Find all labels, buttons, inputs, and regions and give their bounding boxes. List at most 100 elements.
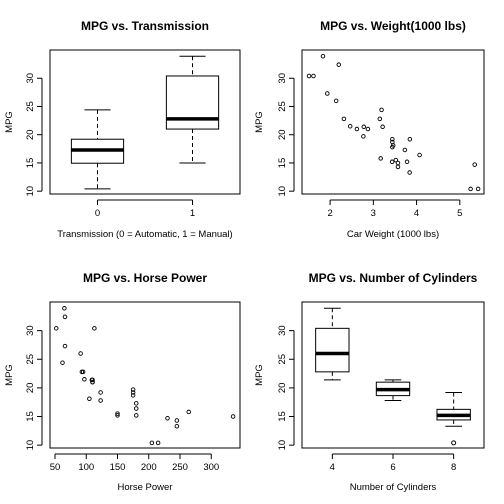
chart-title: MPG vs. Transmission bbox=[81, 19, 209, 33]
data-point bbox=[390, 144, 395, 150]
data-point bbox=[468, 186, 473, 192]
x-axis-label: Car Weight (1000 lbs) bbox=[347, 229, 439, 240]
data-point bbox=[60, 360, 65, 365]
y-tick-label: 25 bbox=[277, 354, 288, 365]
x-tick-label: 250 bbox=[172, 462, 188, 473]
data-point bbox=[377, 116, 383, 122]
y-tick-label: 25 bbox=[277, 101, 288, 112]
data-point bbox=[54, 326, 59, 331]
data-point bbox=[149, 440, 155, 446]
chart-marks: 10 15 20 25 30 0 1 bbox=[25, 55, 220, 219]
panel-mpg-vs-transmission: MPG vs. Transmission Transmission (0 = A… bbox=[4, 19, 241, 240]
x-tick-label: 6 bbox=[390, 462, 395, 473]
y-tick-label: 20 bbox=[25, 129, 36, 140]
data-point bbox=[407, 136, 413, 142]
data-point bbox=[90, 379, 95, 385]
data-point bbox=[89, 377, 95, 383]
x-tick-label: 8 bbox=[451, 462, 456, 473]
data-point bbox=[417, 152, 422, 158]
y-tick-label: 20 bbox=[277, 383, 288, 394]
data-point bbox=[361, 124, 367, 130]
plot-frame bbox=[49, 49, 241, 195]
data-point bbox=[115, 411, 120, 416]
data-point bbox=[395, 160, 401, 166]
chart-marks: 10 15 20 25 30 2 3 4 5 bbox=[277, 53, 481, 219]
x-axis-label: Transmission (0 = Automatic, 1 = Manual) bbox=[57, 229, 232, 240]
x-tick-label: 150 bbox=[110, 462, 126, 473]
x-tick-label: 4 bbox=[414, 208, 419, 219]
x-tick-label: 2 bbox=[327, 208, 332, 219]
y-tick-label: 30 bbox=[277, 325, 288, 336]
data-point bbox=[311, 73, 316, 79]
data-point bbox=[98, 398, 103, 403]
data-point bbox=[336, 62, 341, 67]
y-tick-label: 25 bbox=[25, 354, 36, 365]
data-point bbox=[130, 390, 136, 395]
y-tick-label: 30 bbox=[25, 73, 36, 84]
y-tick-label: 10 bbox=[25, 440, 36, 451]
box-8 bbox=[436, 391, 471, 427]
chart-title: MPG vs. Number of Cylinders bbox=[309, 271, 478, 285]
data-point bbox=[402, 147, 408, 153]
data-point bbox=[320, 53, 326, 59]
data-point bbox=[347, 123, 353, 129]
box-1 bbox=[165, 55, 220, 164]
y-tick-label: 15 bbox=[25, 411, 36, 422]
x-tick-label: 3 bbox=[371, 208, 376, 219]
data-point bbox=[165, 415, 170, 421]
x-tick-label: 300 bbox=[203, 462, 219, 473]
box-6 bbox=[375, 379, 411, 401]
y-tick-label: 20 bbox=[25, 383, 36, 394]
y-tick-label: 30 bbox=[277, 73, 288, 84]
data-point bbox=[133, 406, 139, 411]
data-point bbox=[82, 377, 87, 382]
data-point bbox=[365, 126, 371, 132]
data-point bbox=[133, 413, 139, 418]
y-axis-label: MPG bbox=[254, 111, 265, 133]
data-point bbox=[92, 326, 97, 331]
box-iqr bbox=[315, 327, 350, 373]
x-tick-label: 100 bbox=[78, 462, 94, 473]
data-point bbox=[333, 98, 339, 104]
y-tick-label: 20 bbox=[277, 129, 288, 140]
chart-title: MPG vs. Horse Power bbox=[83, 271, 207, 285]
data-point bbox=[393, 157, 399, 163]
y-tick-label: 25 bbox=[25, 101, 36, 112]
data-point bbox=[325, 91, 330, 96]
y-tick-label: 15 bbox=[277, 158, 288, 169]
data-point bbox=[379, 107, 384, 113]
panel-mpg-vs-weight: MPG vs. Weight(1000 lbs) Car Weight (100… bbox=[254, 19, 485, 240]
data-point bbox=[133, 401, 139, 406]
box-0 bbox=[70, 109, 125, 190]
y-tick-label: 30 bbox=[25, 325, 36, 336]
y-axis-label: MPG bbox=[4, 111, 15, 133]
panel-mpg-vs-cylinders: MPG vs. Number of Cylinders Number of Cy… bbox=[254, 271, 485, 493]
plot-frame bbox=[301, 49, 485, 195]
data-point bbox=[341, 116, 347, 122]
data-point bbox=[62, 343, 68, 349]
data-point bbox=[98, 390, 103, 395]
data-point bbox=[174, 423, 180, 429]
outlier-point bbox=[451, 440, 457, 446]
data-point bbox=[361, 134, 366, 139]
data-point bbox=[80, 369, 86, 375]
y-tick-label: 10 bbox=[277, 186, 288, 197]
box-4 bbox=[315, 307, 350, 381]
data-point bbox=[389, 159, 395, 165]
data-point bbox=[230, 414, 236, 419]
x-axis-label: Number of Cylinders bbox=[350, 482, 437, 493]
data-point bbox=[475, 186, 481, 192]
x-axis-label: Horse Power bbox=[118, 482, 173, 493]
y-axis-label: MPG bbox=[4, 364, 15, 386]
data-point bbox=[395, 164, 401, 170]
x-tick-label: 4 bbox=[330, 462, 335, 473]
chart-marks: 10 15 20 25 30 50 100 150 200 250 300 bbox=[25, 306, 236, 473]
data-point bbox=[130, 393, 136, 398]
data-point bbox=[404, 159, 410, 165]
data-point bbox=[186, 409, 191, 415]
plot-frame bbox=[49, 301, 241, 449]
data-point bbox=[155, 440, 161, 446]
y-tick-label: 15 bbox=[277, 411, 288, 422]
chart-title: MPG vs. Weight(1000 lbs) bbox=[320, 19, 466, 33]
